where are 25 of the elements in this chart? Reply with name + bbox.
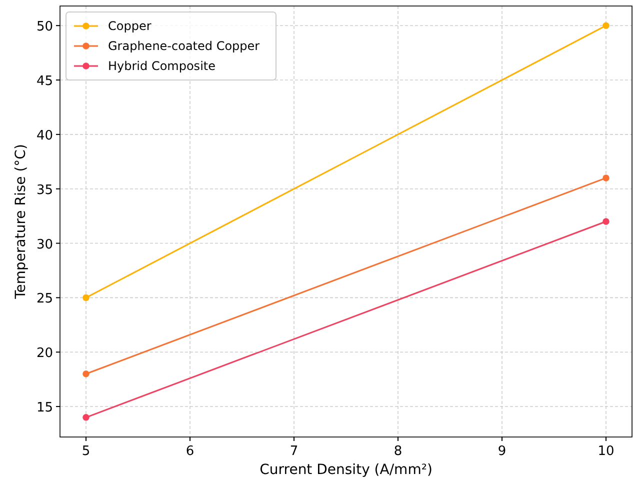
y-tick-label: 40: [36, 128, 53, 144]
x-tick-label: 7: [290, 444, 298, 459]
point: [602, 22, 610, 29]
x-tick-label: 8: [394, 444, 402, 459]
point: [602, 218, 610, 225]
point: [82, 294, 90, 302]
legend-label: Copper: [108, 19, 152, 33]
x-tick-label: 6: [186, 444, 194, 459]
y-tick-label: 50: [36, 20, 53, 35]
legend-label: Hybrid Composite: [108, 59, 216, 73]
y-tick-label: 35: [36, 182, 53, 198]
point: [82, 370, 90, 378]
point: [602, 174, 610, 182]
x-tick-label: 5: [82, 444, 90, 459]
point: [82, 414, 90, 421]
y-tick-label: 30: [36, 237, 53, 252]
x-tick-label: 10: [598, 444, 614, 459]
x-axis-title: Current Density (A/mm²): [260, 462, 432, 478]
x-tick-label: 9: [498, 444, 506, 459]
legend-label: Graphene-coated Copper: [108, 39, 260, 53]
y-tick-label: 15: [36, 400, 53, 416]
y-axis-title: Temperature Rise (°C): [13, 144, 29, 300]
y-tick-label: 20: [36, 346, 53, 362]
y-tick-label: 45: [36, 74, 53, 90]
y-tick-label: 25: [36, 292, 53, 307]
